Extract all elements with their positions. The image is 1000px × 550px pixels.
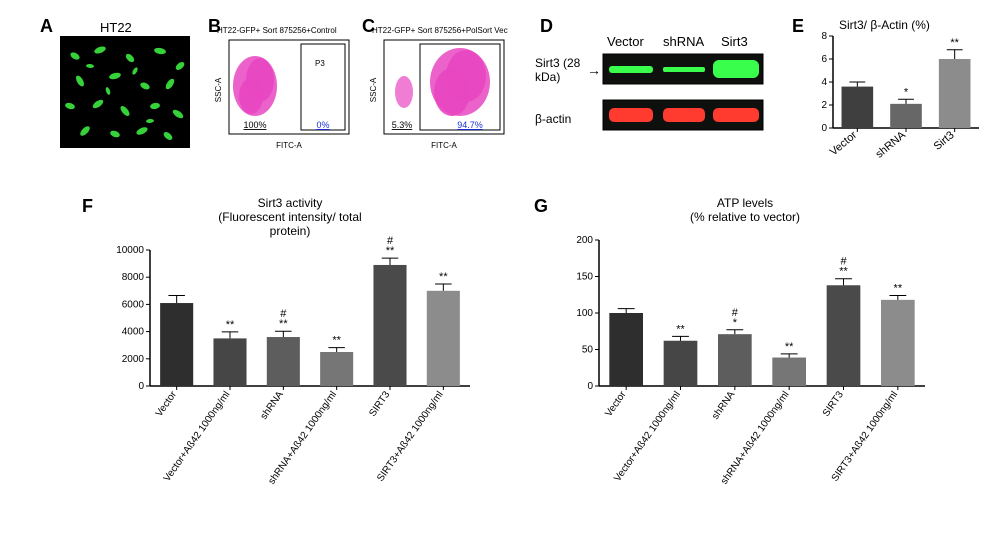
panel-c-left-pct: 5.3%: [392, 120, 413, 130]
svg-text:*: *: [904, 86, 909, 98]
svg-text:**: **: [839, 266, 848, 278]
panel-f-title-1: Sirt3 activity: [180, 196, 400, 210]
svg-text:shRNA: shRNA: [259, 389, 286, 422]
svg-text:6: 6: [821, 54, 827, 65]
svg-text:**: **: [950, 37, 959, 49]
panel-e: Sirt3/ β-Actin (%) 0 2 4 6 8 Vector * shRNA ** Si…: [805, 18, 985, 183]
panel-c-yaxis: SSC-A: [370, 77, 378, 102]
panel-e-chart: 0 2 4 6 8 Vector * shRNA ** Sirt3: [805, 18, 985, 178]
panel-g: ATP levels (% relative to vector) 0 50 100…: [555, 196, 935, 521]
svg-text:**: **: [226, 319, 235, 331]
bar: [890, 104, 922, 128]
svg-text:0: 0: [138, 381, 144, 392]
svg-text:**: **: [439, 271, 448, 283]
wb-col-1: Vector: [607, 34, 644, 49]
bar: [718, 334, 752, 386]
panel-label-g: G: [534, 196, 548, 217]
svg-text:50: 50: [582, 345, 594, 356]
svg-text:2: 2: [821, 100, 827, 111]
arrow-icon: →: [587, 62, 601, 78]
svg-text:**: **: [676, 323, 685, 335]
panel-b-yaxis: SSC-A: [215, 77, 223, 102]
svg-text:shRNA: shRNA: [874, 129, 909, 161]
wb-col-2: shRNA: [663, 34, 704, 49]
svg-text:8: 8: [821, 31, 827, 42]
bar: [427, 291, 460, 386]
svg-text:Vector: Vector: [603, 389, 629, 419]
bar: [609, 313, 643, 386]
svg-text:SIRT3: SIRT3: [821, 389, 846, 419]
svg-text:*: *: [733, 317, 738, 329]
svg-text:4: 4: [821, 77, 827, 88]
wb-actin-label: β-actin: [535, 112, 571, 126]
svg-text:100: 100: [576, 308, 593, 319]
panel-b-gate-label: P3: [315, 59, 325, 68]
panel-g-title-2: (% relative to vector): [635, 210, 855, 224]
panel-f-chart: 0200040006000800010000Vector**Vector+Aß4…: [100, 196, 480, 516]
panel-label-e: E: [792, 16, 804, 37]
panel-b: HT22-GFP+ Sort 875256+Control P3 100% 0%…: [215, 36, 355, 157]
svg-text:0: 0: [587, 381, 593, 392]
svg-text:Vector: Vector: [828, 129, 860, 158]
panel-e-title: Sirt3/ β-Actin (%): [839, 18, 930, 32]
panel-g-title-1: ATP levels: [635, 196, 855, 210]
panel-f: Sirt3 activity (Fluorescent intensity/ t…: [100, 196, 480, 521]
panel-b-header: HT22-GFP+ Sort 875256+Control: [217, 26, 353, 35]
panel-c-plot: 5.3% 94.7% FITC-A SSC-A: [370, 36, 510, 152]
panel-d: Vector shRNA Sirt3 Sirt3 (28 kDa) → β-ac…: [535, 30, 785, 155]
panel-label-a: A: [40, 16, 53, 37]
panel-b-xaxis: FITC-A: [276, 141, 302, 150]
bar: [939, 59, 971, 128]
svg-text:0: 0: [821, 123, 827, 134]
panel-c-xaxis: FITC-A: [431, 141, 457, 150]
figure-root: A B C D E F G HT22: [0, 0, 1000, 550]
panel-f-title-3: protein): [180, 224, 400, 238]
bar: [373, 265, 406, 386]
bar: [267, 337, 300, 386]
svg-text:8000: 8000: [122, 272, 145, 283]
bar: [664, 341, 698, 386]
svg-text:200: 200: [576, 235, 593, 246]
panel-b-plot: P3 100% 0% FITC-A SSC-A: [215, 36, 355, 152]
svg-text:**: **: [279, 318, 288, 330]
wb-sirt3-label-2: kDa): [535, 70, 560, 84]
svg-text:2000: 2000: [122, 354, 145, 365]
panel-a: HT22: [60, 36, 190, 153]
svg-text:**: **: [386, 245, 395, 257]
svg-text:**: **: [332, 335, 341, 347]
bar: [772, 358, 806, 386]
svg-text:6000: 6000: [122, 299, 145, 310]
panel-a-caption: HT22: [100, 20, 132, 35]
panel-c-header: HT22-GFP+ Sort 875256+PolSort Vector Con…: [372, 26, 508, 35]
svg-text:Vector: Vector: [154, 389, 180, 419]
svg-text:shRNA: shRNA: [710, 389, 737, 422]
panel-b-right-pct: 0%: [316, 120, 329, 130]
panel-g-chart: 050100150200Vector**Vector+Aß42 1000ng/m…: [555, 196, 935, 516]
svg-text:10000: 10000: [116, 245, 144, 256]
svg-text:**: **: [894, 282, 903, 294]
panel-b-left-pct: 100%: [243, 120, 266, 130]
panel-a-image: [60, 36, 190, 148]
bar: [881, 300, 915, 386]
panel-label-f: F: [82, 196, 93, 217]
bar: [842, 87, 874, 128]
panel-f-title-2: (Fluorescent intensity/ total: [180, 210, 400, 224]
panel-c-right-pct: 94.7%: [457, 120, 483, 130]
svg-text:**: **: [785, 341, 794, 353]
svg-text:SIRT3: SIRT3: [367, 389, 392, 419]
bar: [827, 285, 861, 386]
bar: [213, 338, 246, 386]
wb-col-3: Sirt3: [721, 34, 748, 49]
svg-text:4000: 4000: [122, 327, 145, 338]
svg-text:Sirt3: Sirt3: [932, 129, 957, 153]
svg-text:150: 150: [576, 272, 593, 283]
wb-sirt3-label-1: Sirt3 (28: [535, 56, 591, 70]
bar: [160, 303, 193, 386]
panel-c: HT22-GFP+ Sort 875256+PolSort Vector Con…: [370, 36, 510, 157]
bar: [320, 352, 353, 386]
